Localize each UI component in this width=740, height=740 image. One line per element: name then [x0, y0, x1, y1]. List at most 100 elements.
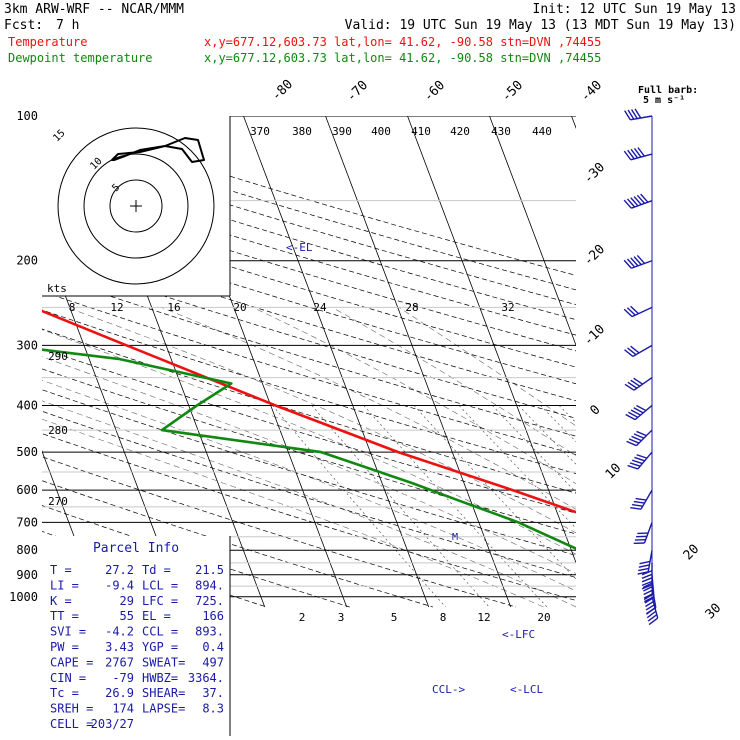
pressure-tick-label: 400 [16, 398, 38, 412]
parcel-value: 29 [120, 594, 134, 608]
barb-flag [637, 147, 645, 157]
mixing-ratio-label: 5 [391, 611, 398, 624]
isotherm-line [325, 116, 512, 608]
dry-adiabat-line [42, 273, 576, 437]
dewpoint-profile [42, 348, 576, 551]
barb-staff [643, 522, 653, 544]
parcel-value: -79 [112, 671, 134, 685]
wind-barb [625, 404, 653, 421]
parcel-value: 21.5 [195, 563, 224, 577]
parcel-value: 8.3 [202, 702, 224, 716]
isobars [42, 116, 576, 598]
temperature-tick-label: -70 [344, 78, 371, 105]
parcel-label: SREH = [50, 702, 93, 716]
hodograph-trace [111, 137, 205, 163]
wind-barb [623, 305, 653, 318]
barb-staff [630, 153, 653, 161]
barb-flag [647, 614, 658, 622]
hodograph-ring [109, 179, 163, 233]
wind-barbs [623, 108, 659, 626]
barb-flag [623, 199, 632, 209]
moist-adiabat-line [252, 307, 576, 484]
parcel-info: Parcel Info T = 27.2 Td = 21.5 LI = -9.4 LCL =… [42, 536, 231, 736]
theta-label: 410 [411, 125, 431, 138]
isotherm-line [654, 116, 740, 607]
plot-area [42, 116, 740, 608]
barb-staff [634, 404, 653, 421]
mixing-ratio-label: 8 [69, 301, 76, 314]
temperature-tick-label: -30 [581, 160, 608, 187]
barb-flag [633, 407, 644, 414]
wind-barb [623, 254, 653, 269]
hodograph: kts 5 10 15 [42, 116, 231, 297]
dry-adiabat-line [42, 480, 433, 608]
parcel-label: K = [50, 594, 72, 608]
mixing-ratio-line [311, 405, 490, 608]
parcel-label: LCL = [142, 578, 178, 592]
wind-barb-panel: Full barb: 5 m s⁻¹ [623, 85, 698, 626]
barb-flag [624, 349, 634, 357]
temperature-tick-label: -60 [421, 78, 448, 105]
parcel-value: 37. [202, 686, 224, 700]
dry-adiabat-line [42, 159, 576, 321]
parcel-label: Td = [142, 563, 171, 577]
mixing-ratio-label: 8 [440, 611, 447, 624]
parcel-label: SVI = [50, 625, 86, 639]
legend-dewpoint: Dewpoint temperature [8, 51, 153, 65]
wind-barb [623, 147, 653, 161]
isotherm-line [42, 450, 102, 608]
parcel-value: 3364. [188, 671, 224, 685]
temperature-line [42, 309, 576, 514]
mixing-ratio-label: 3 [338, 611, 345, 624]
barb-flag [633, 377, 644, 385]
barb-staff [635, 429, 653, 447]
barb-flag [641, 573, 653, 579]
barb-flag [635, 497, 647, 501]
barb-flag [637, 571, 649, 575]
barb-flag [626, 258, 636, 268]
mixing-ratio-line [272, 405, 446, 608]
barb-flag [627, 464, 639, 470]
isotherm-line [243, 116, 430, 608]
isotherm-line [42, 232, 184, 608]
theta-label: 430 [491, 125, 511, 138]
theta-label: 400 [371, 125, 391, 138]
wind-barb [641, 562, 653, 590]
parcel-value: 0.4 [202, 640, 224, 654]
theta-label: 440 [532, 125, 552, 138]
parcel-value: 26.9 [105, 686, 134, 700]
parcel-label: Tc = [50, 686, 79, 700]
wind-barb [624, 108, 653, 121]
parcel-value: -9.4 [105, 578, 134, 592]
moist-adiabat-line [66, 307, 576, 534]
theta-label: 380 [292, 125, 312, 138]
dry-adiabat-line [42, 205, 576, 368]
barb-flag [627, 109, 635, 120]
pressure-tick-label: 500 [16, 445, 38, 459]
mixing-ratio-line [575, 405, 576, 407]
pressure-tick-label: 300 [16, 338, 38, 352]
barb-flag [631, 503, 643, 507]
barb-flag [630, 197, 639, 207]
temperature-tick-label: -80 [269, 77, 296, 104]
forecast-hour: 7 h [56, 18, 79, 33]
barb-flag [633, 196, 642, 206]
parcel-label: SHEAR= [142, 686, 185, 700]
temperature-tick-label: 30 [703, 601, 725, 623]
m-marker: M [452, 532, 458, 543]
mixing-ratio-label: 32 [501, 301, 514, 314]
temperature-tick-label: 20 [681, 542, 703, 564]
barb-flag [626, 440, 637, 447]
barb-staff [651, 596, 659, 619]
isotherm-line [407, 116, 576, 564]
barb-flag [627, 381, 638, 389]
barb-flag [645, 607, 656, 615]
barb-flag [631, 435, 642, 442]
valid-time: Valid: 19 UTC Sun 19 May 13 (13 MDT Sun … [345, 18, 736, 33]
theta-side-label: 270 [48, 495, 68, 508]
barb-flag [636, 194, 646, 204]
wind-barb [627, 451, 653, 470]
barb-flag [623, 308, 633, 318]
parcel-value: 497 [202, 655, 224, 669]
